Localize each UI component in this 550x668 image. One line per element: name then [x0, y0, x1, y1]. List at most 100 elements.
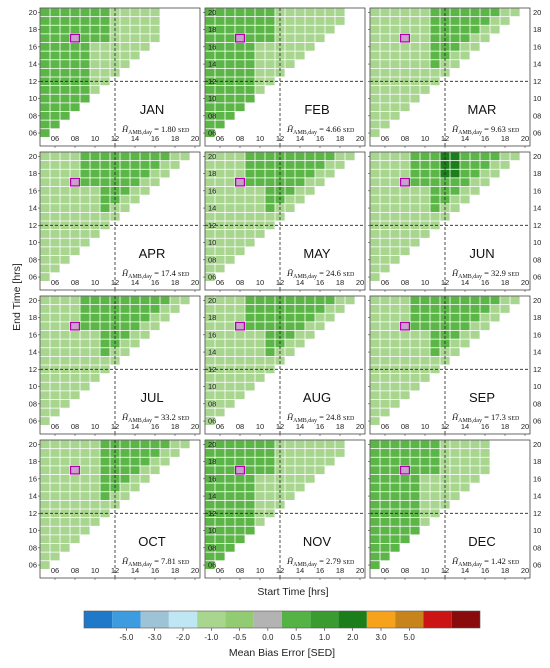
heat-cell [420, 356, 430, 365]
heat-cell [450, 305, 460, 313]
heat-cell [245, 305, 255, 313]
heat-cell [390, 492, 400, 500]
heat-cell [305, 322, 315, 331]
heat-cell [215, 8, 225, 17]
heat-cell [215, 313, 225, 322]
heat-cell [370, 25, 380, 34]
heat-cell [60, 42, 70, 51]
x-tick-label: 06 [216, 134, 224, 143]
heat-cell [420, 186, 430, 195]
heat-cell [170, 161, 180, 169]
heat-cell [205, 552, 215, 561]
heat-cell [370, 348, 380, 356]
daily-exposure-note: H̄AMB,day = 24.8 SED [286, 412, 355, 424]
heat-cell [325, 8, 335, 17]
heat-cell [225, 526, 235, 535]
heat-cell [370, 330, 380, 339]
heat-cell [90, 374, 100, 382]
y-tick-label: 12 [208, 221, 216, 230]
heat-cell [205, 255, 215, 264]
heat-cell [90, 178, 100, 187]
heat-cell [60, 103, 70, 112]
y-tick-label: 08 [533, 255, 541, 264]
heat-cell [400, 296, 410, 305]
heat-cell [120, 330, 130, 339]
heat-cell [40, 330, 50, 339]
heat-cell [205, 8, 215, 17]
heat-cell [470, 161, 480, 169]
heat-cell [265, 17, 275, 25]
heat-cell [100, 161, 110, 169]
heat-cell [430, 305, 440, 313]
heat-cell [400, 86, 410, 94]
heat-cell [80, 449, 90, 457]
heat-cell [450, 322, 460, 331]
heat-cell [370, 382, 380, 391]
heat-cell [305, 152, 315, 161]
y-tick-label: 14 [29, 204, 37, 213]
heat-cell [400, 204, 410, 212]
heat-cell [225, 86, 235, 94]
heat-cell [255, 25, 265, 34]
heat-cell [390, 518, 400, 526]
heat-cell [480, 305, 490, 313]
y-tick-label: 16 [29, 186, 37, 195]
y-tick-label: 10 [208, 94, 216, 103]
heat-cell [490, 161, 500, 169]
heat-cell [70, 86, 80, 94]
heat-cell [370, 273, 380, 281]
x-tick-label: 08 [401, 566, 409, 575]
heat-cell [205, 51, 215, 60]
heat-cell [60, 230, 70, 238]
heat-cell [370, 408, 380, 417]
heat-cell [380, 305, 390, 313]
panel-frame [369, 151, 531, 291]
heat-cell [430, 466, 440, 475]
heat-cell [255, 466, 265, 475]
heat-cell [235, 330, 245, 339]
x-tick-label: 10 [421, 134, 429, 143]
heat-cell [225, 212, 235, 221]
heat-cell [120, 169, 130, 178]
x-tick-label: 18 [171, 278, 179, 287]
heat-cell [205, 169, 215, 178]
heat-cell [70, 313, 80, 322]
heat-cell [90, 86, 100, 94]
heat-cell [420, 204, 430, 212]
y-tick-label: 06 [29, 561, 37, 570]
heat-cell [90, 330, 100, 339]
x-tick-label: 10 [256, 134, 264, 143]
heat-cell [60, 483, 70, 492]
heat-cell [245, 34, 255, 43]
heat-cell [390, 86, 400, 94]
heat-cell [480, 161, 490, 169]
heat-cell [60, 51, 70, 60]
heat-cell [225, 60, 235, 68]
heat-cell [40, 120, 50, 129]
heat-cell [420, 313, 430, 322]
heat-cell [215, 42, 225, 51]
y-tick-label: 14 [533, 492, 541, 501]
heat-cell [315, 440, 325, 449]
heat-cell [120, 483, 130, 492]
y-tick-label: 08 [29, 399, 37, 408]
x-tick-label: 16 [316, 134, 324, 143]
heat-cell [460, 440, 470, 449]
heat-cell [215, 230, 225, 238]
heat-cell [100, 348, 110, 356]
heat-cell [205, 391, 215, 400]
heat-cell [245, 86, 255, 94]
heat-cell [120, 466, 130, 475]
y-tick-label: 12 [29, 509, 37, 518]
heat-cell [40, 68, 50, 77]
heat-cell [420, 348, 430, 356]
x-tick-label: 20 [521, 278, 529, 287]
panel-frame [39, 7, 201, 147]
heat-cell [205, 111, 215, 120]
heat-cell [400, 42, 410, 51]
heat-cell [110, 152, 120, 161]
heat-cell [285, 186, 295, 195]
